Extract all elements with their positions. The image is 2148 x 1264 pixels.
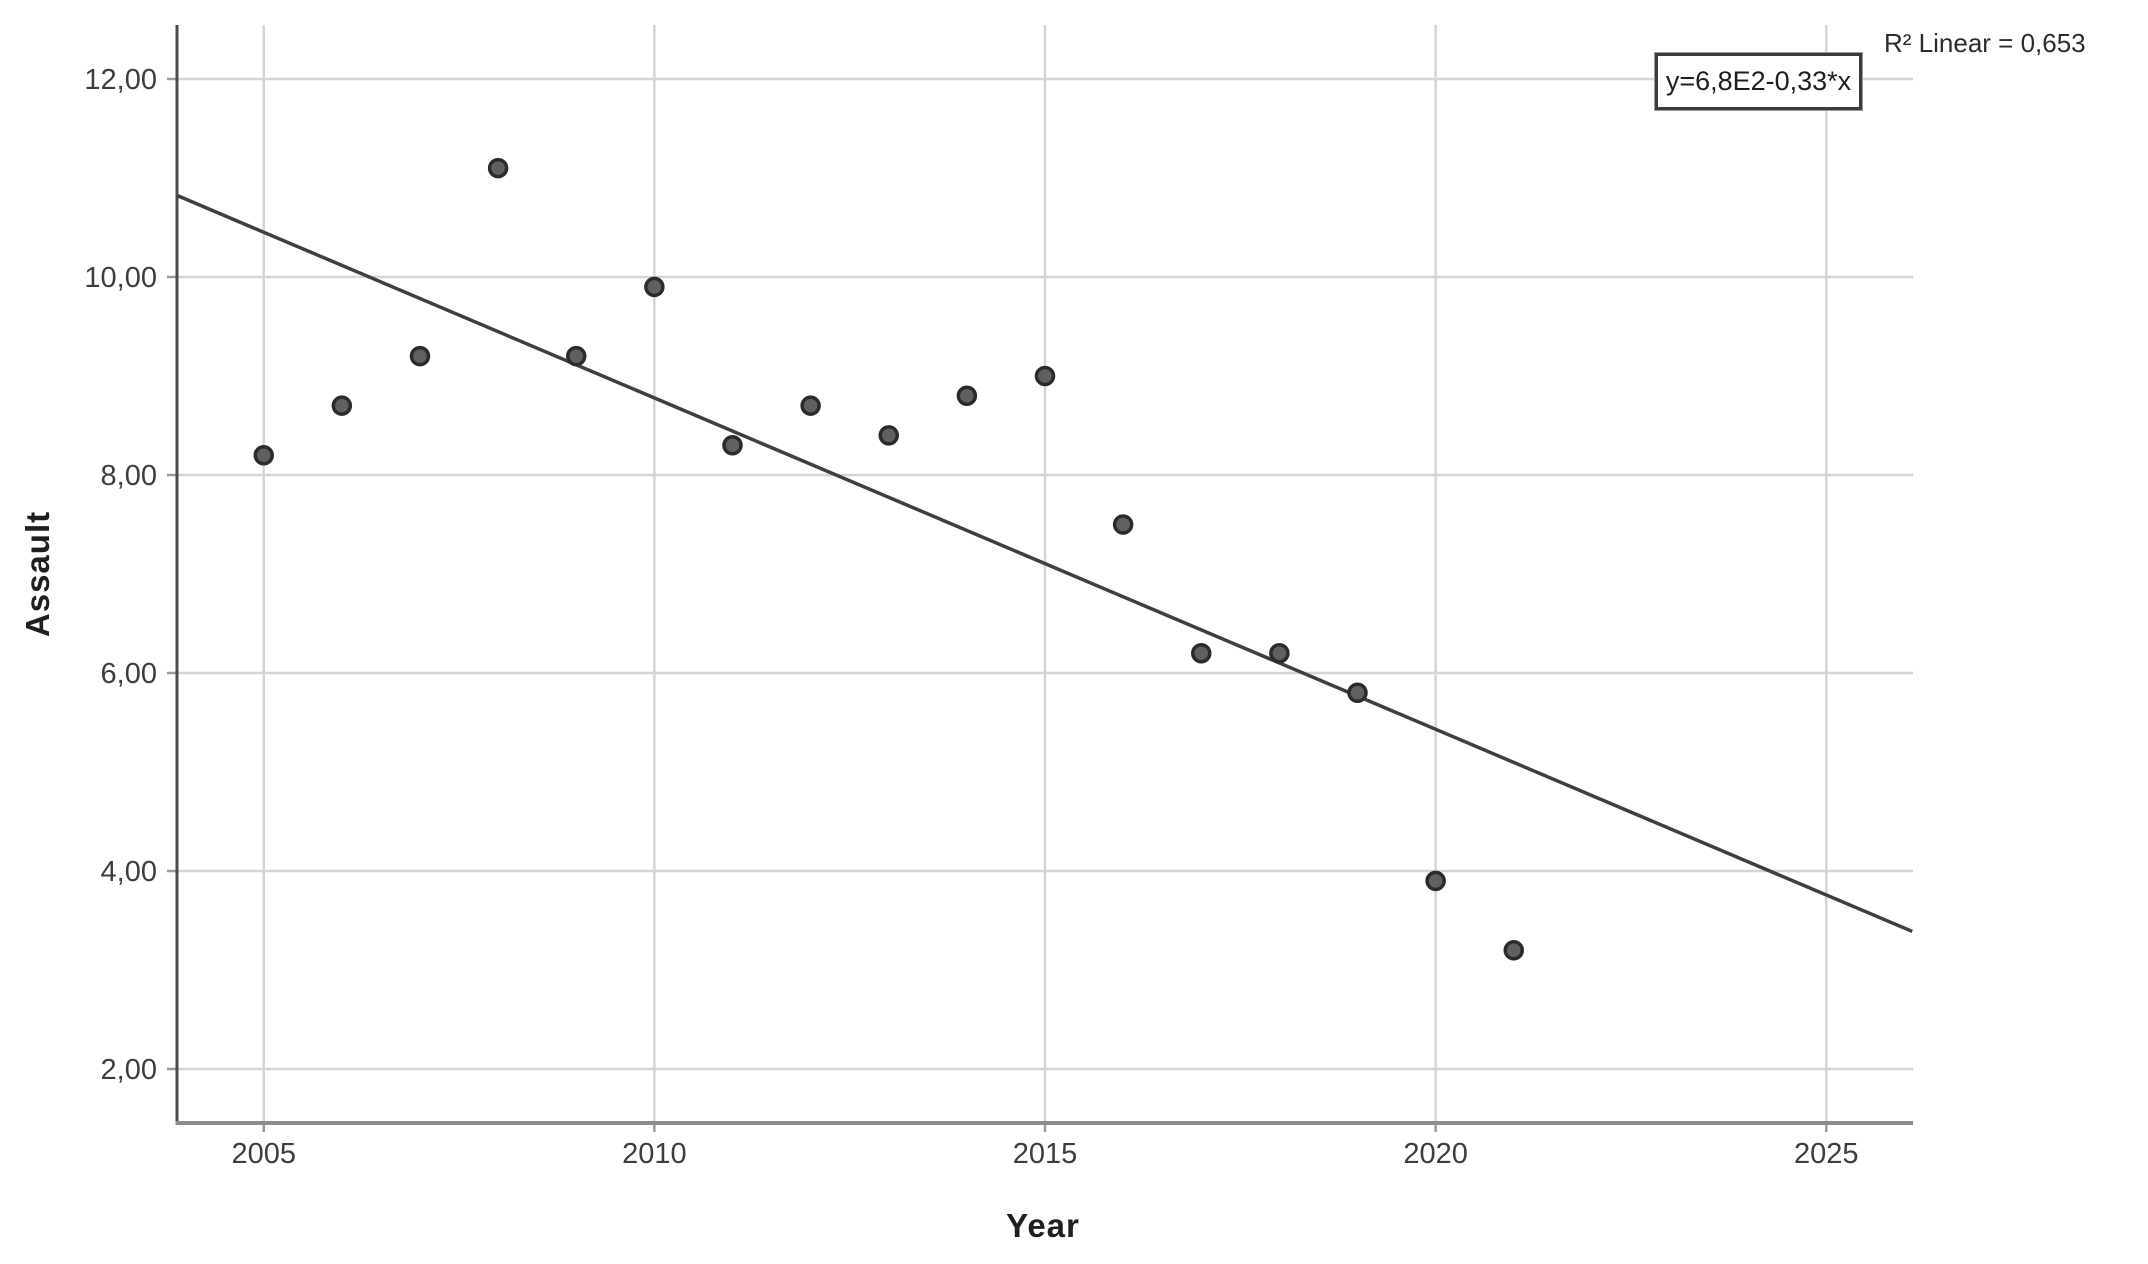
trend-line <box>177 194 1913 934</box>
data-point <box>956 385 978 407</box>
data-point <box>722 435 743 456</box>
x-tick-label: 2005 <box>231 1138 296 1170</box>
y-tick-label: 12,00 <box>84 64 157 96</box>
data-point <box>1191 642 1212 664</box>
x-tick-label: 2015 <box>1013 1138 1078 1170</box>
data-point <box>1503 939 1525 961</box>
y-tick-label: 10,00 <box>84 262 157 294</box>
x-tick-label: 2025 <box>1794 1138 1859 1170</box>
y-axis-title: Assault <box>19 510 56 638</box>
data-point <box>565 345 587 367</box>
regression-equation-label: y=6,8E2-0,33*x <box>1654 52 1863 111</box>
data-point <box>253 444 274 466</box>
x-tick-label: 2020 <box>1403 1138 1468 1170</box>
data-point <box>1112 514 1134 535</box>
y-tick-label: 4,00 <box>101 856 157 888</box>
y-tick-label: 8,00 <box>101 460 157 492</box>
data-point <box>1347 682 1368 704</box>
data-point <box>878 425 899 446</box>
data-point <box>409 345 431 367</box>
data-point <box>1425 870 1446 892</box>
data-point <box>644 276 665 298</box>
x-tick-label: 2010 <box>622 1138 687 1170</box>
x-axis-title: Year <box>1006 1207 1080 1244</box>
data-point <box>331 395 353 416</box>
data-point <box>1269 642 1290 664</box>
data-point <box>1034 365 1056 387</box>
data-point <box>487 157 509 179</box>
r-squared-annotation: R² Linear = 0,653 <box>1884 28 2086 58</box>
y-tick-label: 6,00 <box>101 658 157 690</box>
y-tick-label: 2,00 <box>101 1054 157 1086</box>
data-point <box>800 395 821 416</box>
